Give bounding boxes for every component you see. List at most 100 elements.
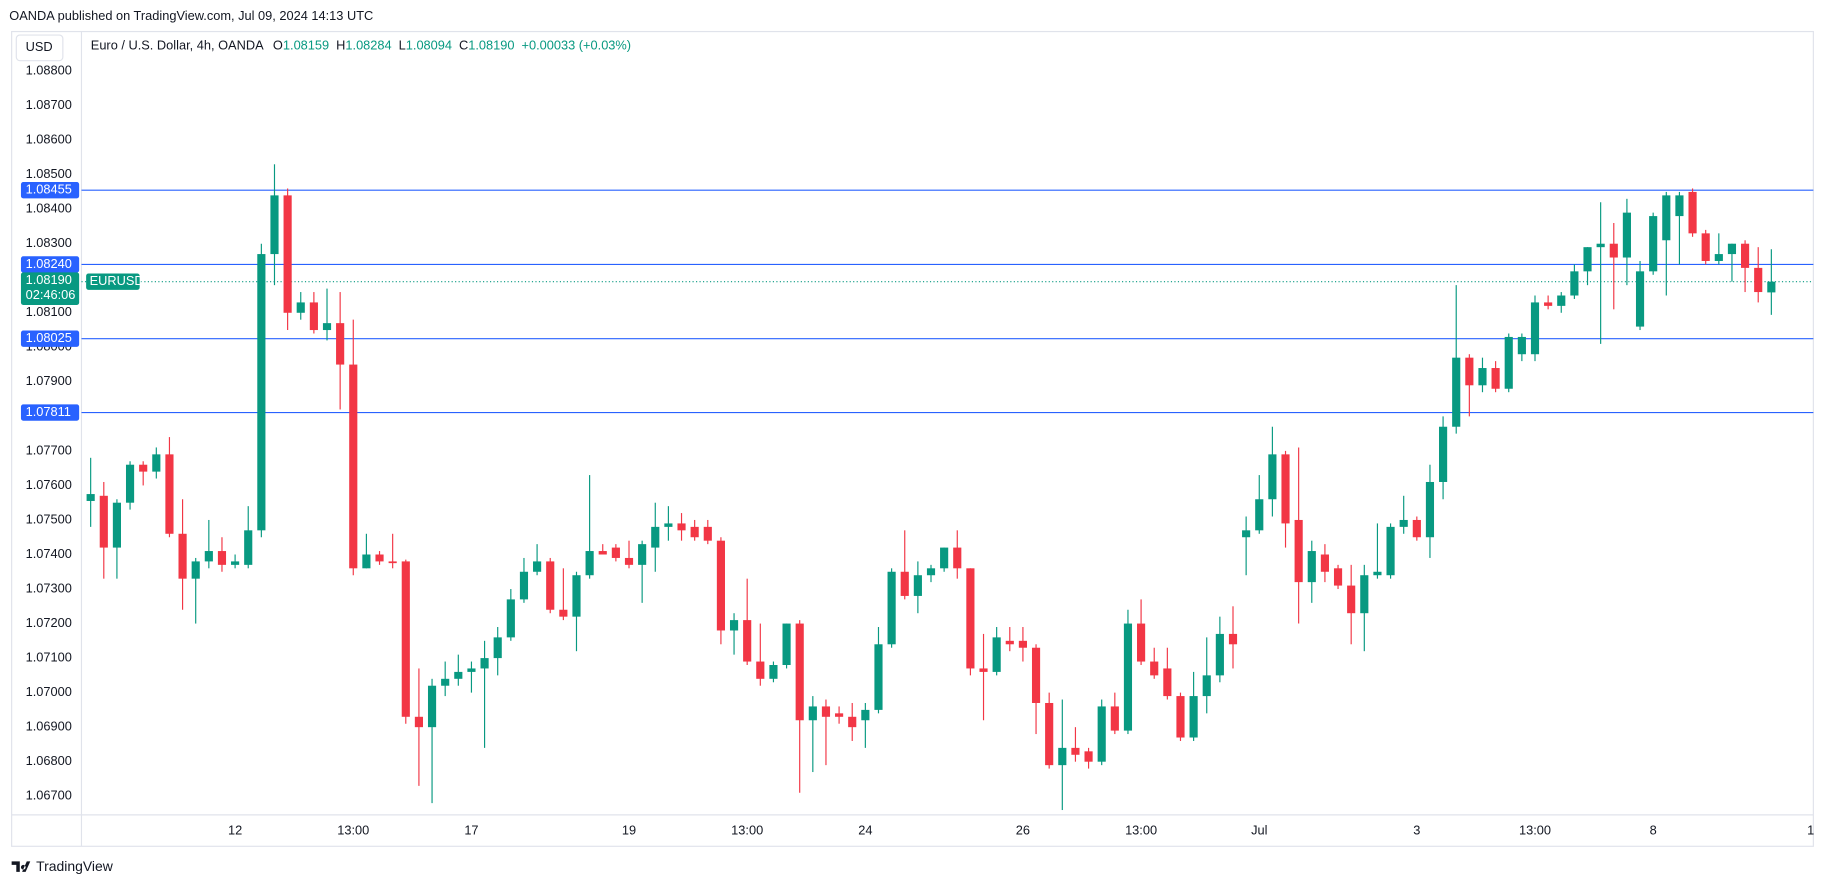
last-price-countdown: 02:46:06: [26, 287, 76, 302]
candle-body: [926, 568, 936, 576]
symbol-tag: EURUSD: [90, 273, 144, 288]
candle-body: [598, 551, 607, 555]
candle-body: [467, 668, 476, 672]
candle-body: [322, 323, 332, 331]
candle-body: [217, 551, 227, 565]
y-tick-label: 1.07000: [26, 684, 72, 699]
candle-body: [1491, 368, 1500, 389]
candle-body: [1281, 454, 1290, 524]
legend-value: 1.08190: [468, 38, 514, 53]
candle-body: [1675, 195, 1684, 217]
candle-body: [1465, 357, 1474, 386]
level-label: 1.08455: [26, 182, 72, 197]
candle-body: [585, 551, 594, 576]
candle-body: [1583, 247, 1592, 272]
y-tick-label: 1.08800: [26, 62, 72, 77]
candle-body: [349, 364, 358, 569]
candle-body: [1767, 281, 1776, 293]
level-label: 1.08240: [26, 256, 72, 271]
candle-body: [611, 547, 620, 558]
candle-body: [1058, 747, 1067, 766]
candle-body: [1399, 519, 1408, 527]
candle-body: [1084, 751, 1093, 762]
candle-body: [1045, 702, 1054, 766]
candle-body: [546, 561, 555, 610]
last-price-label: 1.08190: [26, 272, 72, 287]
candle-body: [651, 526, 660, 548]
candle-body: [1557, 295, 1566, 306]
candle-body: [401, 561, 410, 717]
candle-body: [309, 302, 318, 331]
legend: Euro / U.S. Dollar, 4h, OANDA O1.08159 H1.…: [91, 38, 631, 53]
candle-body: [1714, 254, 1723, 261]
publish-header: OANDA published on TradingView.com, Jul …: [9, 8, 373, 23]
candle-body: [441, 678, 450, 686]
x-tick-label: 13:00: [1125, 823, 1157, 838]
candle-body: [861, 709, 870, 721]
x-tick-label: 19: [622, 823, 636, 838]
y-tick-label: 1.07500: [26, 511, 72, 526]
candle-body: [769, 664, 778, 679]
candle-body: [1754, 267, 1763, 293]
candle-body: [559, 609, 568, 617]
y-tick-label: 1.06900: [26, 719, 72, 734]
candle-body: [966, 568, 975, 669]
candle-body: [1649, 216, 1658, 272]
candle-body: [257, 254, 266, 531]
candle-body: [835, 713, 844, 717]
candle-body: [480, 658, 489, 669]
candle-body: [1412, 519, 1421, 538]
y-tick-label: 1.07300: [26, 580, 72, 595]
candle-body: [204, 551, 213, 562]
candle-body: [1307, 551, 1316, 583]
candle-body: [1202, 675, 1211, 697]
x-tick-label: 8: [1650, 823, 1657, 838]
x-tick-label: 26: [1016, 823, 1030, 838]
candle-body: [716, 540, 725, 631]
y-tick-label: 1.07400: [26, 546, 72, 561]
y-tick-label: 1.08500: [26, 166, 72, 181]
candle-body: [1439, 426, 1448, 482]
candle-body: [1425, 481, 1435, 538]
candle-body: [572, 575, 581, 617]
legend-key: L: [399, 38, 406, 53]
candle-body: [992, 637, 1001, 672]
candle-body: [677, 523, 686, 531]
candle-body: [664, 523, 673, 527]
candle-body: [1635, 271, 1645, 327]
candle-body: [414, 716, 423, 728]
candle-body: [1189, 696, 1198, 738]
candle-body: [1688, 191, 1697, 234]
candle-body: [1741, 243, 1750, 268]
level-label-bg: [20, 256, 80, 273]
y-tick-label: 1.06700: [26, 788, 72, 803]
candle-body: [690, 526, 699, 538]
candle-body: [506, 599, 515, 638]
logo-mark: [11, 861, 31, 872]
candle-body: [1176, 696, 1185, 738]
candle-body: [795, 623, 804, 721]
candle-body: [874, 644, 883, 710]
legend-value: 1.08094: [406, 38, 452, 53]
candle-body: [887, 571, 896, 645]
candle-body: [1517, 336, 1526, 355]
candle-body: [1662, 195, 1671, 241]
y-tick-label: 1.08100: [26, 304, 72, 319]
candle-body: [152, 454, 161, 472]
candle-body: [979, 668, 988, 672]
y-tick-label: 1.08700: [26, 97, 72, 112]
candle-body: [940, 547, 949, 569]
candle-body: [1031, 647, 1041, 703]
candle-body: [1110, 706, 1119, 731]
chart-frame: [11, 30, 1814, 847]
candle-body: [1163, 668, 1172, 697]
x-tick-label: 12: [228, 823, 242, 838]
currency-button[interactable]: [15, 34, 64, 62]
candle-body: [1386, 526, 1395, 576]
y-tick-label: 1.07600: [26, 477, 72, 492]
candle-body: [1071, 747, 1080, 755]
candle-body: [848, 716, 857, 728]
level-label-bg: [20, 404, 80, 421]
candle-body: [519, 571, 529, 600]
candle-body: [125, 464, 135, 503]
